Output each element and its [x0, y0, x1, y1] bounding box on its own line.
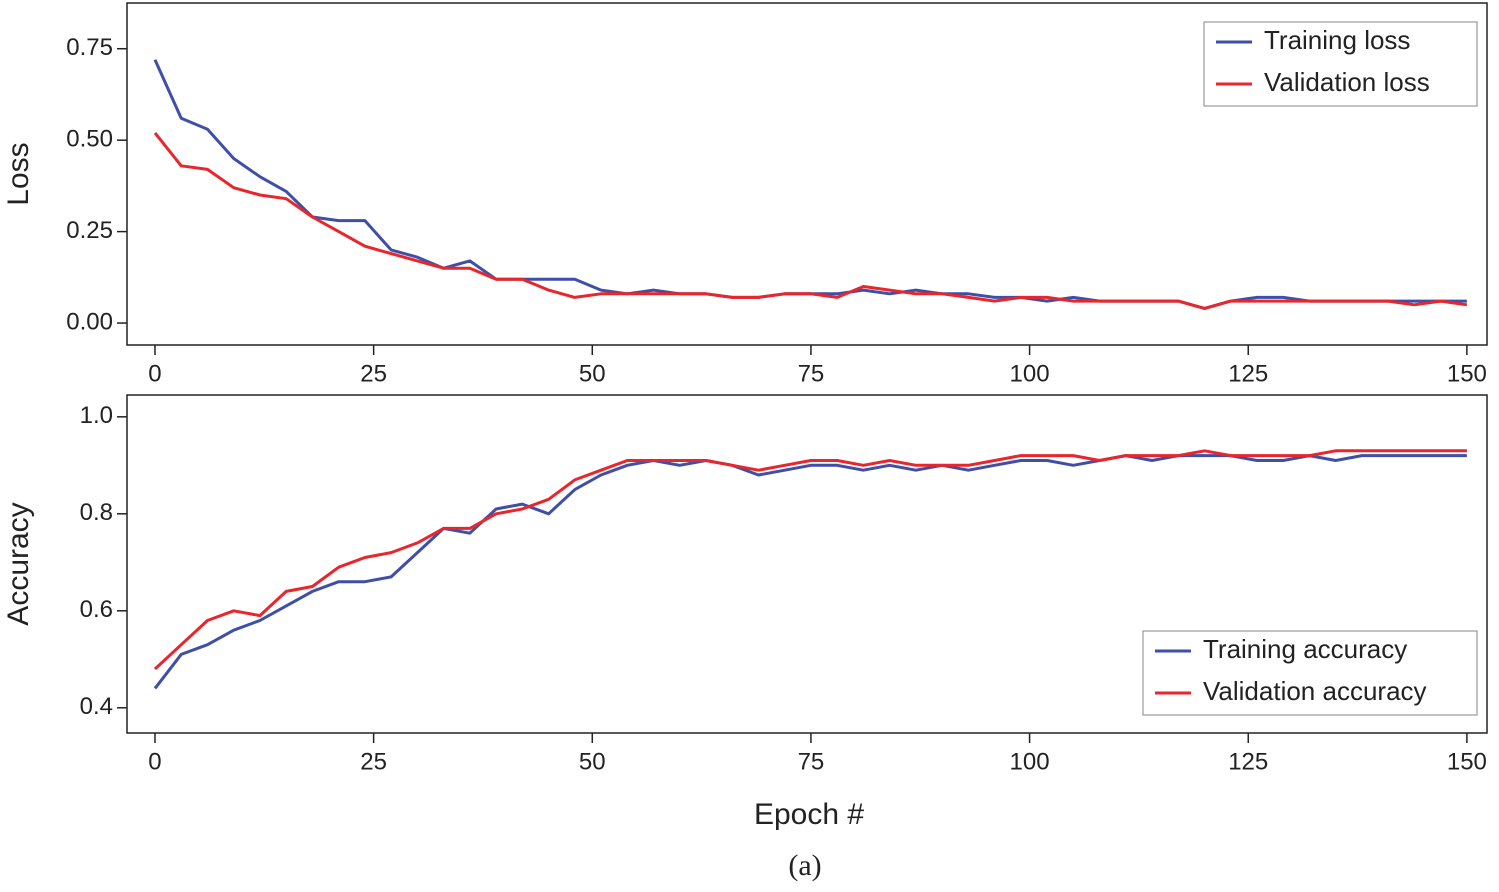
- legend-label: Training accuracy: [1203, 634, 1407, 664]
- y-tick-label: 0.25: [66, 217, 113, 244]
- legend-label: Training loss: [1264, 25, 1410, 55]
- x-tick-label: 150: [1447, 360, 1487, 387]
- plot-frame: [126, 394, 1488, 734]
- x-tick-label: 0: [148, 748, 161, 775]
- x-tick-label: 75: [798, 360, 825, 387]
- y-tick-label: 0.6: [80, 596, 113, 623]
- legend-box: [1142, 630, 1478, 716]
- data-line: [153, 454, 1467, 690]
- x-tick-label: 100: [1010, 360, 1050, 387]
- caption: (a): [788, 849, 821, 882]
- x-tick-label: 100: [1010, 748, 1050, 775]
- x-tick-label: 25: [360, 748, 387, 775]
- legend-box: [1203, 21, 1478, 107]
- y-tick-label: 1.0: [80, 402, 113, 429]
- plot-frame: [126, 2, 1488, 346]
- x-tick-label: 150: [1447, 748, 1487, 775]
- y-tick-label: 0.4: [80, 693, 113, 720]
- x-tick-label: 0: [148, 360, 161, 387]
- x-tick-label: 50: [579, 748, 606, 775]
- y-tick-label: 0.50: [66, 126, 113, 153]
- x-tick-label: 25: [360, 360, 387, 387]
- y-tick-label: 0.75: [66, 34, 113, 61]
- data-line: [153, 449, 1467, 671]
- y-tick-label: 0.00: [66, 308, 113, 335]
- y-tick-label: 0.8: [80, 499, 113, 526]
- legend-label: Validation loss: [1264, 67, 1430, 97]
- x-tick-label: 125: [1228, 748, 1268, 775]
- x-tick-label: 125: [1228, 360, 1268, 387]
- legend-label: Validation accuracy: [1203, 676, 1427, 706]
- y-axis-label: Loss: [2, 142, 35, 205]
- y-axis-label: Accuracy: [2, 502, 35, 625]
- data-line: [153, 131, 1468, 310]
- x-tick-label: 75: [798, 748, 825, 775]
- x-axis-label: Epoch #: [754, 798, 864, 831]
- x-tick-label: 50: [579, 360, 606, 387]
